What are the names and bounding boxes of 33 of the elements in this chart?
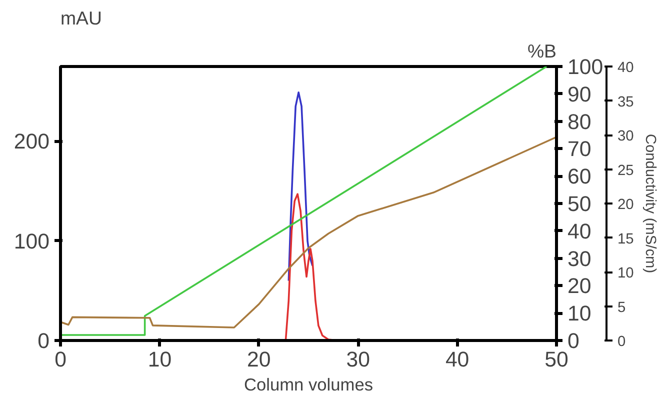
y3-tick-label: 20 — [618, 197, 634, 213]
x-tick-label: 40 — [445, 348, 470, 372]
x-tick-label: 30 — [346, 348, 370, 372]
x-tick-label: 50 — [544, 348, 568, 372]
y-tick-label: 100 — [14, 229, 50, 254]
y3-tick-label: 30 — [618, 128, 634, 144]
y2-axis-title: %B — [527, 40, 557, 62]
y2-tick-label: 60 — [568, 164, 592, 189]
x-tick-label: 0 — [54, 348, 67, 372]
y2-tick-label: 70 — [568, 137, 592, 162]
y2-tick-label: 90 — [568, 82, 592, 106]
y3-tick-label: 5 — [618, 300, 626, 316]
y2-tick-label: 100 — [568, 55, 604, 79]
y2-tick-label: 80 — [568, 110, 592, 134]
y-axis-title: mAU — [60, 8, 102, 28]
x-tick-label: 20 — [247, 348, 271, 372]
y3-tick-label: 40 — [618, 60, 634, 76]
y2-tick-label: 20 — [568, 274, 592, 298]
y3-tick-label: 35 — [618, 94, 634, 110]
x-tick-label: 10 — [148, 348, 172, 372]
x-axis-title: Column volumes — [244, 374, 374, 394]
y3-tick-label: 15 — [618, 231, 634, 248]
y2-tick-label: 10 — [568, 302, 592, 326]
y-tick-label: 200 — [14, 130, 50, 154]
y3-axis-title: Conductivity (mS/cm) — [642, 134, 658, 274]
y2-tick-label: 0 — [568, 329, 580, 353]
y3-tick-label: 25 — [618, 162, 634, 179]
y2-tick-label: 30 — [568, 246, 592, 271]
y2-tick-label: 50 — [568, 192, 592, 216]
y-tick-label: 0 — [38, 329, 50, 353]
y3-tick-label: 0 — [618, 334, 626, 350]
y3-tick-label: 10 — [618, 266, 634, 282]
y2-tick-label: 40 — [568, 219, 592, 244]
